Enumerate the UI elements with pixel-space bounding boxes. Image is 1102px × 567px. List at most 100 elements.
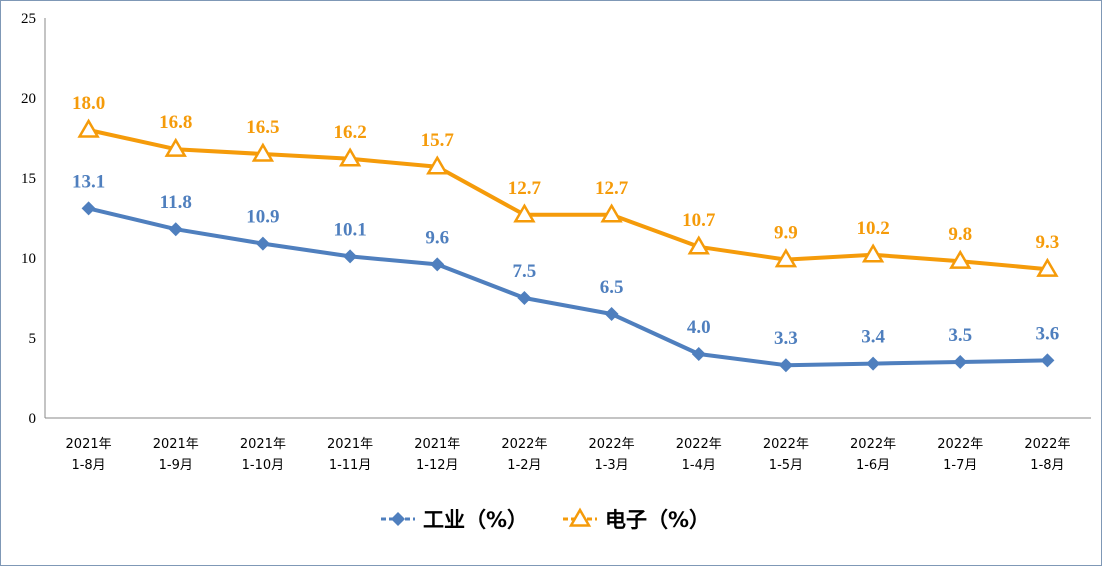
x-tick-label: 2021年 1-11月	[327, 437, 373, 473]
data-label: 18.0	[72, 93, 105, 114]
x-tick-label-line: 2021年	[153, 437, 199, 452]
x-tick-label-line: 2021年	[66, 437, 112, 452]
x-tick-label: 2022年 1-8月	[1024, 437, 1070, 473]
legend-label: 工业（%）	[423, 508, 528, 532]
x-tick-label-line: 1-5月	[769, 458, 803, 473]
data-point	[430, 257, 445, 272]
data-point	[1040, 353, 1055, 368]
legend-item-0: 工业（%）	[381, 508, 528, 532]
data-point	[517, 291, 532, 305]
x-tick-label: 2021年 1-9月	[153, 437, 199, 473]
data-label: 10.1	[333, 219, 366, 240]
y-tick-label: 25	[21, 11, 36, 27]
x-tick-label-line: 2022年	[763, 437, 809, 452]
data-label: 4.0	[687, 317, 711, 338]
x-tick-label: 2022年 1-7月	[937, 437, 983, 473]
data-label: 12.7	[508, 178, 542, 199]
series-line	[88, 128, 1048, 272]
data-label: 10.7	[682, 210, 716, 231]
data-label: 13.1	[72, 171, 105, 192]
series-layer: 13.1 11.8 10.9 10.1 9.6 7.5 6.5 4.0 3.3 3.4 3.5 3.6…	[72, 93, 1060, 373]
x-tick-label-line: 1-8月	[1030, 458, 1064, 473]
data-point	[251, 142, 275, 162]
data-label: 9.8	[948, 224, 972, 245]
data-point	[343, 249, 358, 264]
data-point	[866, 356, 881, 371]
x-tick-label-line: 1-11月	[329, 458, 372, 473]
x-tick-label-line: 2021年	[327, 437, 373, 452]
x-tick-label-line: 1-4月	[682, 458, 716, 473]
data-point	[949, 249, 972, 269]
data-point	[164, 137, 187, 157]
data-point	[600, 203, 623, 223]
data-label: 9.9	[774, 223, 798, 244]
x-tick-label: 2021年 1-8月	[66, 437, 112, 473]
data-label: 7.5	[513, 261, 537, 282]
legend: 工业（%） 电子（%）	[381, 507, 710, 532]
data-label: 15.7	[421, 130, 455, 151]
x-tick-label: 2022年 1-3月	[589, 437, 635, 473]
data-label: 3.4	[861, 327, 885, 348]
x-tick-label: 2022年 1-2月	[501, 437, 547, 473]
data-point	[1036, 257, 1059, 277]
x-tick-label: 2022年 1-5月	[763, 437, 809, 473]
data-label: 9.3	[1036, 232, 1060, 253]
x-tick-label-line: 1-6月	[856, 458, 890, 473]
x-tick-label-line: 2021年	[240, 437, 286, 452]
x-tick-label: 2022年 1-6月	[850, 437, 896, 473]
legend-item-1: 电子（%）	[563, 507, 710, 532]
data-point	[953, 355, 968, 369]
x-tick-label-line: 2022年	[676, 437, 722, 452]
series-line	[88, 206, 1048, 368]
legend-marker	[391, 512, 405, 526]
x-tick-label: 2021年 1-12月	[414, 437, 460, 473]
data-label: 6.5	[600, 277, 624, 298]
x-tick-label-line: 1-2月	[507, 458, 541, 473]
data-point	[687, 235, 710, 255]
data-label: 16.2	[333, 122, 366, 143]
y-tick-label: 0	[29, 411, 37, 427]
x-tick-label-line: 2022年	[589, 437, 635, 452]
x-tick-label-line: 2022年	[1024, 437, 1070, 452]
x-tick-label-line: 2021年	[414, 437, 460, 452]
x-tick-label-line: 1-12月	[416, 458, 459, 473]
data-point	[426, 155, 449, 175]
x-tick-label: 2021年 1-10月	[240, 437, 286, 473]
series-1: 18.0 16.8 16.5 16.2 15.7 12.7 12.7 10.7 9.9 10.2 9…	[72, 93, 1060, 277]
data-point	[77, 118, 100, 138]
data-label: 12.7	[595, 178, 629, 199]
data-label: 16.8	[159, 112, 192, 133]
x-tick-label-line: 1-7月	[943, 458, 977, 473]
legend-label: 电子（%）	[605, 508, 710, 532]
x-tick-label-line: 1-10月	[242, 458, 285, 473]
y-tick-label: 15	[21, 171, 36, 187]
series-0: 13.1 11.8 10.9 10.1 9.6 7.5 6.5 4.0 3.3 3.4 3.5 3.6	[72, 171, 1060, 373]
legend-marker	[568, 507, 592, 527]
data-label: 10.2	[856, 218, 889, 239]
y-tick-label: 5	[29, 331, 37, 347]
data-point	[168, 222, 183, 237]
data-point	[778, 358, 793, 373]
x-tick-label-line: 1-9月	[159, 458, 193, 473]
data-label: 10.9	[246, 207, 279, 228]
x-tick-label: 2022年 1-4月	[676, 437, 722, 473]
data-label: 11.8	[160, 192, 192, 213]
data-label: 9.6	[425, 227, 449, 248]
data-point	[691, 347, 706, 361]
data-label: 3.6	[1036, 323, 1060, 344]
y-tick-label: 10	[21, 251, 36, 267]
data-point	[774, 248, 798, 268]
x-tick-label-line: 1-3月	[594, 458, 628, 473]
data-point	[255, 236, 270, 251]
data-point	[604, 307, 619, 321]
data-point	[861, 243, 885, 263]
x-tick-label-line: 1-8月	[71, 458, 105, 473]
data-point	[81, 201, 96, 216]
x-tick-label-line: 2022年	[501, 437, 547, 452]
x-tick-label-line: 2022年	[937, 437, 983, 452]
data-label: 3.3	[774, 328, 798, 349]
x-tick-label-line: 2022年	[850, 437, 896, 452]
y-tick-label: 20	[21, 91, 36, 107]
